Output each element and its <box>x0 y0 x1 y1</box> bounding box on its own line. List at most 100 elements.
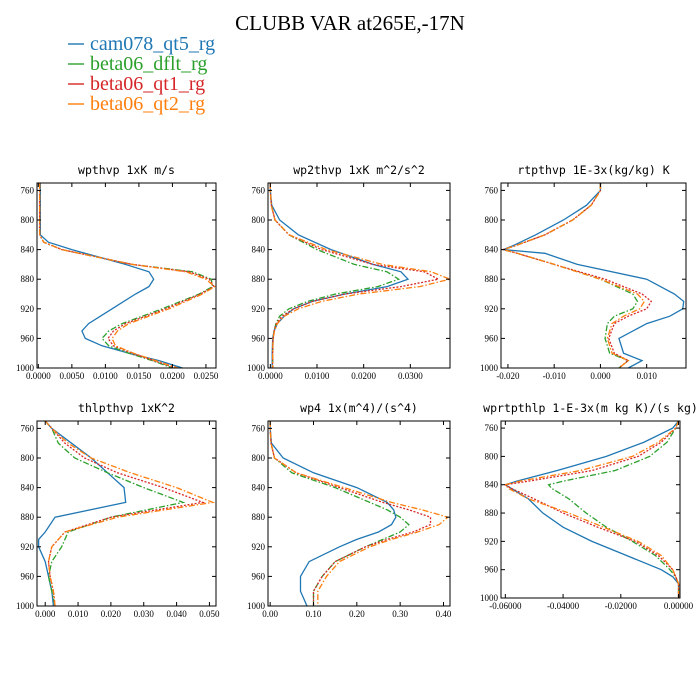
y-tick-label: 760 <box>21 185 35 195</box>
y-tick-label: 880 <box>485 508 499 518</box>
y-tick-label: 800 <box>21 453 35 463</box>
x-tick-label: 0.010 <box>637 371 658 381</box>
plot-frame <box>36 182 217 369</box>
y-tick-label: 920 <box>21 542 35 552</box>
y-tick-label: 960 <box>21 571 35 581</box>
y-tick-label: 960 <box>485 333 499 343</box>
x-tick-label: 0.0150 <box>127 371 152 381</box>
y-tick-label: 840 <box>252 483 266 493</box>
y-tick-label: 760 <box>485 423 499 433</box>
series-group <box>269 421 450 606</box>
series-line <box>503 183 685 368</box>
y-tick-label: 1000 <box>16 601 35 611</box>
panel-title: rtpthvp 1E-3x(kg/kg) K <box>517 163 669 177</box>
series-line <box>504 421 680 598</box>
series-group <box>269 183 450 368</box>
x-tick-label: 0.20 <box>349 609 365 619</box>
panel-title: thlpthvp 1xK^2 <box>78 401 175 415</box>
series-line <box>501 183 639 368</box>
legend-entry: beta06_qt2_rg <box>68 93 205 115</box>
series-line <box>44 421 206 606</box>
y-tick-label: 760 <box>21 423 35 433</box>
legend-label: beta06_qt2_rg <box>90 93 205 115</box>
legend-entry: beta06_dflt_rg <box>68 53 207 75</box>
chart-panel: wp4 1x(m^4)/(s^4)76080084088092096010000… <box>247 401 452 619</box>
series-line <box>44 421 186 606</box>
x-tick-label: 0.0050 <box>59 371 84 381</box>
plot-frame <box>500 420 681 599</box>
y-tick-label: 1000 <box>247 363 266 373</box>
plot-frame <box>267 420 451 607</box>
series-group <box>37 421 216 606</box>
series-line <box>269 183 441 368</box>
x-tick-label: -0.02000 <box>605 601 638 611</box>
chart-panel: wprtpthlp 1-E-3x(m kg K)/(s kg) 760 800 840… <box>480 401 698 611</box>
legend-entry: cam078_qt5_rg <box>68 33 215 55</box>
x-tick-label: 0.0250 <box>194 371 219 381</box>
panel-title: wp4 1x(m^4)/(s^4) <box>300 401 418 415</box>
y-tick-label: 880 <box>252 512 266 522</box>
figure-title: CLUBB VAR at265E,-17N <box>235 11 465 35</box>
y-tick-label: 760 <box>485 185 499 195</box>
y-tick-label: 800 <box>252 215 266 225</box>
y-tick-label: 760 <box>252 423 266 433</box>
y-tick-label: 880 <box>21 512 35 522</box>
y-tick-label: 880 <box>21 274 35 284</box>
chart-panel: wpthvp 1xK m/s76080084088092096010000.00… <box>16 163 219 381</box>
panel-title: wp2thvp 1xK m^2/s^2 <box>293 163 425 177</box>
plot-frame <box>267 182 451 369</box>
legend-label: cam078_qt5_rg <box>90 33 215 55</box>
plot-frame <box>36 420 217 607</box>
series-line <box>39 183 183 368</box>
y-tick-label: 1000 <box>480 363 499 373</box>
series-line <box>44 421 216 606</box>
x-tick-label: 0.0200 <box>160 371 185 381</box>
y-tick-label: 960 <box>21 333 35 343</box>
series-line <box>269 421 410 606</box>
series-line <box>269 421 397 606</box>
y-tick-label: 1000 <box>480 593 499 603</box>
series-group <box>39 183 216 368</box>
y-tick-label: 920 <box>21 304 35 314</box>
series-line <box>39 183 214 368</box>
y-tick-label: 920 <box>252 542 266 552</box>
y-tick-label: 960 <box>252 571 266 581</box>
panel-title: wpthvp 1xK m/s <box>78 163 175 177</box>
y-tick-label: 800 <box>252 453 266 463</box>
x-tick-label: 0.0100 <box>93 371 118 381</box>
x-tick-label: 0.10 <box>306 609 322 619</box>
plot-frame <box>500 182 687 369</box>
y-tick-label: 1000 <box>16 363 35 373</box>
x-tick-label: 0.0200 <box>351 371 376 381</box>
x-tick-label: -0.020 <box>496 371 520 381</box>
series-line <box>547 421 680 598</box>
y-tick-label: 960 <box>252 333 266 343</box>
legend-label: beta06_qt1_rg <box>90 73 205 95</box>
y-tick-label: 840 <box>485 480 499 490</box>
y-tick-label: 920 <box>252 304 266 314</box>
chart-panel: thlpthvp 1xK^2 760 800 840 880 920 960 10000.00… <box>16 401 220 619</box>
series-line <box>269 183 410 368</box>
y-tick-label: 800 <box>485 215 499 225</box>
panel-title: wprtpthlp 1-E-3x(m kg K)/(s kg) <box>483 401 698 415</box>
y-tick-label: 840 <box>252 245 266 255</box>
series-line <box>503 421 680 598</box>
y-tick-label: 920 <box>485 304 499 314</box>
x-tick-label: -0.06000 <box>489 601 522 611</box>
series-line <box>503 421 680 598</box>
series-line <box>39 183 215 368</box>
y-tick-label: 760 <box>252 185 266 195</box>
x-tick-label: 0.0100 <box>305 371 330 381</box>
y-tick-label: 800 <box>21 215 35 225</box>
x-tick-label: -0.04000 <box>547 601 580 611</box>
series-line <box>39 183 216 368</box>
x-tick-label: 0.000 <box>35 609 56 619</box>
y-tick-label: 880 <box>252 274 266 284</box>
x-tick-label: 0.00 <box>262 609 278 619</box>
x-tick-label: 0.050 <box>199 609 220 619</box>
series-line <box>269 183 401 368</box>
y-tick-label: 840 <box>21 245 35 255</box>
x-tick-label: 0.0000 <box>26 371 51 381</box>
y-tick-label: 1000 <box>247 601 266 611</box>
